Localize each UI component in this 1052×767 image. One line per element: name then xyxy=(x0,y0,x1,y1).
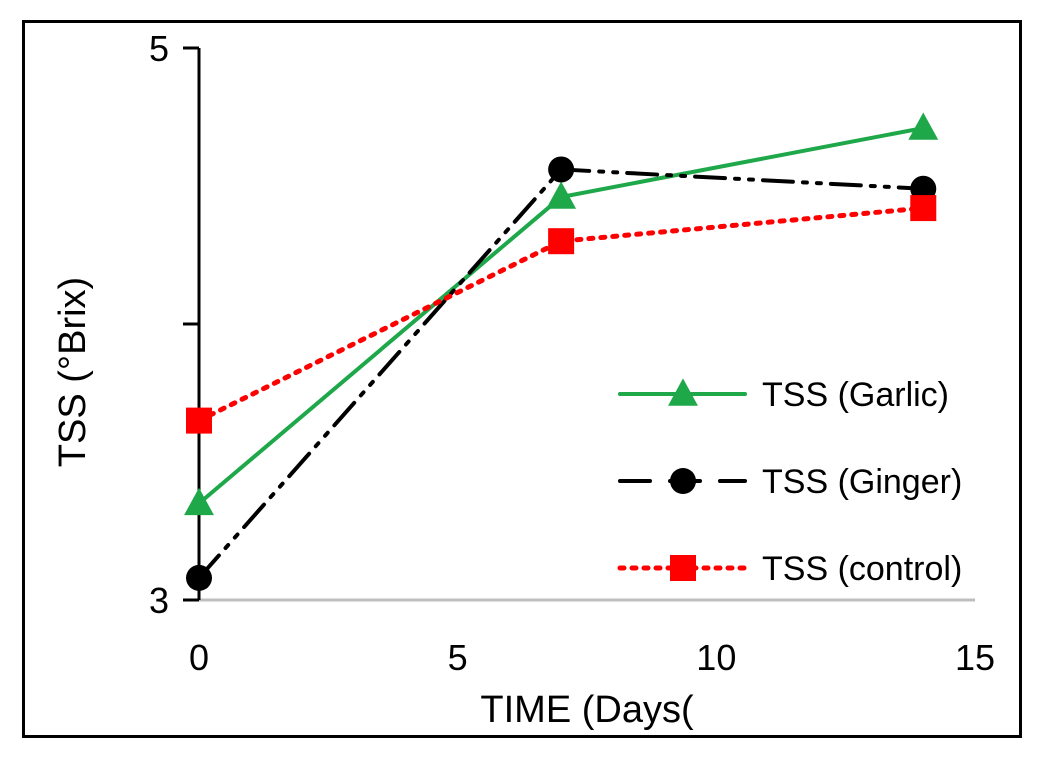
y-tick-label: 3 xyxy=(149,580,169,621)
x-axis-title: TIME (Days( xyxy=(480,689,694,731)
series-tss-ginger xyxy=(186,156,937,591)
x-tick-label: 0 xyxy=(189,637,209,678)
data-point-marker xyxy=(186,564,212,591)
data-point-marker xyxy=(670,555,696,581)
legend-item: TSS (control) xyxy=(617,550,962,588)
data-point-marker xyxy=(910,195,937,222)
data-point-marker xyxy=(908,112,939,140)
x-tick-label: 5 xyxy=(448,637,468,678)
y-axis-title: TSS (°Brix) xyxy=(52,277,94,467)
legend: TSS (Garlic) TSS (Ginger) TSS (control) xyxy=(617,376,962,588)
data-point-marker xyxy=(670,468,696,494)
series-tss-control xyxy=(186,195,937,434)
legend-label: TSS (control) xyxy=(762,550,962,588)
data-point-marker xyxy=(548,156,575,183)
legend-label: TSS (Garlic) xyxy=(762,376,949,414)
series-tss-garlic xyxy=(184,112,939,516)
legend-item: TSS (Ginger) xyxy=(618,463,962,501)
data-point-marker xyxy=(186,407,212,434)
y-tick-label: 5 xyxy=(149,28,169,69)
series-line xyxy=(196,205,926,424)
data-point-marker xyxy=(548,228,575,255)
data-point-marker xyxy=(184,487,214,516)
series-layer xyxy=(184,112,939,591)
x-tick-label: 15 xyxy=(955,637,995,678)
x-tick-label: 10 xyxy=(696,637,736,678)
data-point-marker xyxy=(546,181,577,209)
legend-label: TSS (Ginger) xyxy=(762,463,962,501)
data-point-marker xyxy=(668,378,698,406)
axes: 3 5 0 5 10 15 xyxy=(149,28,995,678)
legend-item: TSS (Garlic) xyxy=(618,376,949,414)
